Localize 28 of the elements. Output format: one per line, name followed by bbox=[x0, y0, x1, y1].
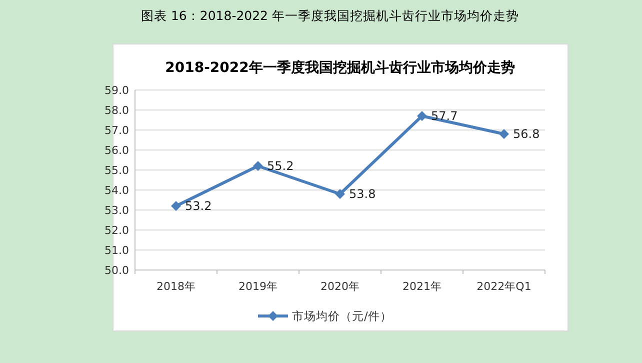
y-tick-label: 54.0 bbox=[104, 184, 129, 197]
x-tick-label: 2020年 bbox=[320, 280, 360, 293]
data-label: 53.2 bbox=[185, 199, 212, 213]
text: 图表 16：2018-2022 年一季度我国挖掘机斗齿行业市场均价走势 bbox=[141, 8, 519, 23]
data-label: 57.7 bbox=[431, 109, 458, 123]
y-tick-label: 52.0 bbox=[104, 224, 129, 237]
point bbox=[417, 111, 427, 121]
y-tick-label: 57.0 bbox=[104, 124, 129, 137]
legend-label: 市场均价（元/件） bbox=[292, 309, 392, 323]
data-label: 56.8 bbox=[513, 127, 540, 141]
point bbox=[499, 129, 509, 139]
point bbox=[171, 201, 181, 211]
data-label: 55.2 bbox=[267, 159, 294, 173]
y-tick-label: 55.0 bbox=[104, 164, 129, 177]
y-tick-label: 59.0 bbox=[104, 84, 129, 97]
y-tick-label: 56.0 bbox=[104, 144, 129, 157]
y-tick-label: 50.0 bbox=[104, 264, 129, 277]
x-tick-label: 2018年 bbox=[156, 280, 196, 293]
point bbox=[253, 161, 263, 171]
point bbox=[335, 189, 345, 199]
x-tick-label: 2022年Q1 bbox=[476, 280, 532, 293]
x-tick-label: 2019年 bbox=[238, 280, 278, 293]
chart-title: 2018-2022年一季度我国挖掘机斗齿行业市场均价走势 bbox=[165, 59, 515, 76]
y-tick-label: 58.0 bbox=[104, 104, 129, 117]
y-tick-label: 53.0 bbox=[104, 204, 129, 217]
x-tick-label: 2021年 bbox=[402, 280, 442, 293]
data-label: 53.8 bbox=[349, 187, 376, 201]
y-tick-label: 51.0 bbox=[104, 244, 129, 257]
